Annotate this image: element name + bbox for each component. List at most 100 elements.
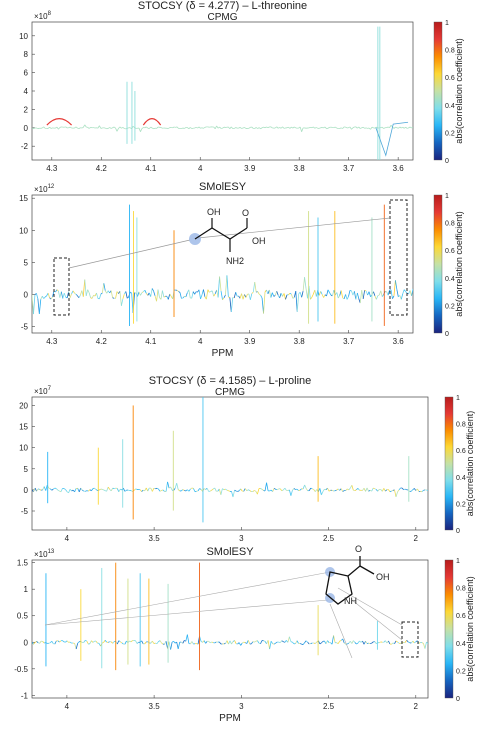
trace-segment: [314, 489, 318, 492]
trace-segment: [137, 291, 140, 297]
trace-segment: [346, 296, 349, 300]
trace-segment: [231, 641, 234, 645]
trace-segment: [234, 640, 237, 644]
trace-segment: [32, 642, 34, 645]
colorbar-tick-label: 0.8: [456, 586, 466, 593]
trace-segment: [348, 487, 351, 491]
trace-segment: [290, 294, 294, 299]
trace-segment: [125, 291, 128, 299]
trace-segment: [374, 126, 377, 129]
trace-segment: [323, 294, 326, 298]
trace-segment: [239, 127, 242, 129]
trace-segment: [157, 289, 160, 298]
trace-segment: [182, 640, 185, 644]
trace-segment: [101, 642, 104, 644]
trace-segment: [203, 127, 206, 129]
trace-segment: [203, 289, 206, 297]
trace-segment: [48, 487, 51, 490]
trace-segment: [78, 487, 82, 493]
trace-segment: [314, 289, 317, 297]
trace-segment: [200, 294, 203, 300]
trace-segment: [147, 127, 150, 129]
trace-segment: [310, 296, 313, 300]
trace-segment: [380, 290, 383, 297]
trace-segment: [402, 289, 405, 294]
trace-segment: [371, 126, 374, 129]
trace-segment: [45, 485, 48, 491]
trace-segment: [387, 126, 390, 128]
trace-segment: [385, 489, 388, 492]
x-tick-label: 3.7: [343, 164, 355, 173]
trace-segment: [362, 290, 366, 299]
trace-segment: [292, 296, 295, 299]
trace-segment: [270, 292, 273, 298]
colorbar-tick-label: 0.4: [445, 276, 455, 283]
trace-segment: [406, 640, 409, 643]
trace-segment: [248, 489, 250, 491]
trace-segment: [397, 489, 400, 493]
carboxyl-bonds: [347, 556, 361, 577]
trace-segment: [190, 641, 193, 645]
trace-segment: [254, 640, 257, 643]
trace-segment: [240, 642, 243, 646]
trace-segment: [394, 640, 397, 644]
trace-segment: [116, 640, 120, 645]
trace-segment: [103, 283, 106, 291]
trace-segment: [252, 281, 256, 293]
trace-segment: [98, 643, 101, 647]
colorbar-label: abs(correlation coefficient): [454, 211, 464, 316]
trace-segment: [356, 292, 360, 299]
trace-segment: [332, 290, 335, 297]
trace-segment: [339, 640, 342, 642]
panel-4: SMolESY ×1013 -1 -0.5 0 0.5 1 1.5 4 3.5 3 2.5 2 PPM 0 0…: [14, 544, 475, 724]
link-line: [337, 587, 403, 626]
trace-segment: [337, 640, 341, 644]
trace-segment: [72, 642, 75, 644]
trace-segment: [141, 640, 144, 645]
trace-segment: [106, 290, 109, 294]
colorbar-tick-label: 1: [456, 395, 460, 402]
molecule-bonds: [194, 227, 248, 240]
trace-segment: [347, 642, 350, 645]
trace-segment: [334, 489, 337, 492]
trace-segment: [408, 126, 411, 129]
colorbar-tick-label: 0.8: [456, 422, 466, 429]
trace-segment: [388, 640, 391, 645]
x-tick-label: 2.5: [323, 702, 335, 711]
trace-segment: [374, 295, 377, 300]
trace-segment: [301, 643, 304, 645]
trace-segment: [57, 489, 60, 492]
trace-segment: [321, 641, 324, 644]
trace-segment: [233, 292, 237, 299]
trace-segment: [351, 640, 354, 644]
trace-segment: [293, 488, 296, 490]
trace-segment: [201, 127, 204, 129]
trace-segment: [146, 126, 149, 129]
trace-segment: [379, 641, 381, 644]
trace-segment: [269, 641, 272, 650]
trace-segment: [191, 641, 194, 645]
colorbar-tick-label: 0.6: [456, 613, 466, 620]
trace-segment: [411, 126, 413, 129]
trace-segment: [104, 640, 107, 643]
trace-segment: [39, 640, 42, 644]
trace-segment: [225, 640, 228, 644]
trace-segment: [321, 491, 324, 496]
trace-segment: [238, 642, 242, 646]
panel-subtitle: CPMG: [208, 12, 238, 23]
trace-segment: [395, 640, 398, 643]
colorbar-tick-label: 0: [456, 696, 460, 703]
trace-segment: [282, 126, 285, 129]
trace-segment: [68, 126, 71, 129]
trace-segment: [139, 489, 142, 492]
trace-segment: [333, 635, 336, 643]
trace-segment: [343, 642, 347, 645]
trace-segment: [217, 126, 220, 129]
trace-segment: [238, 488, 241, 492]
trace-segment: [198, 289, 201, 300]
trace-segment: [311, 293, 314, 298]
trace-segment: [133, 488, 136, 491]
trace-segment: [374, 488, 377, 490]
